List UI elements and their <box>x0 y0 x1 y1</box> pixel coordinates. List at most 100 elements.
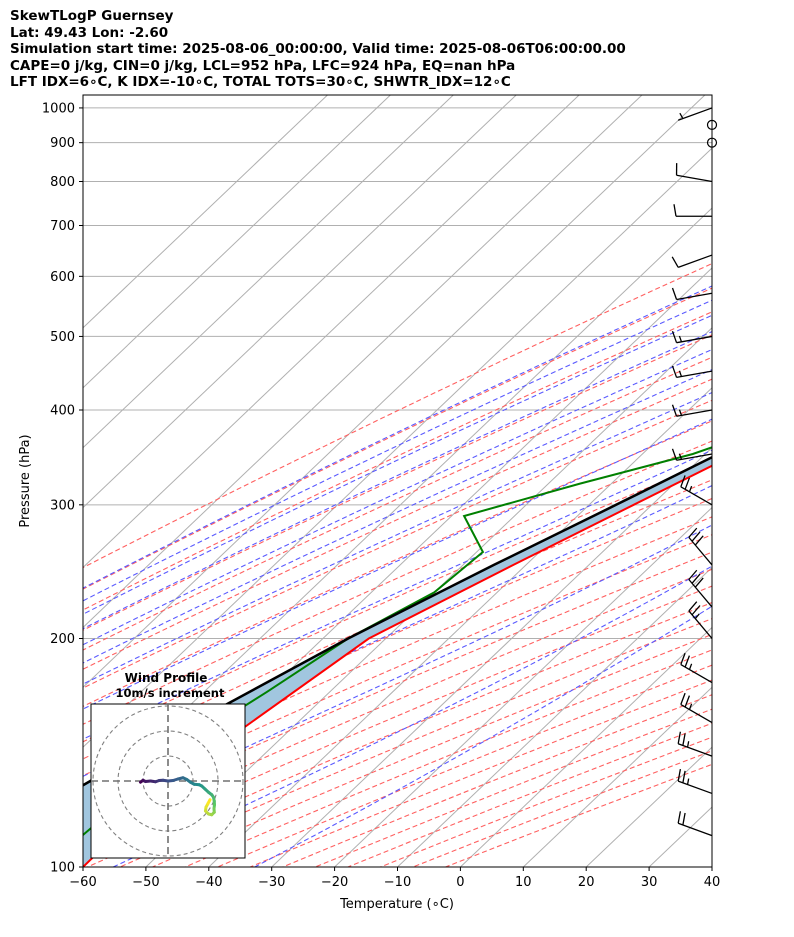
mixing-ratio-line <box>756 95 794 336</box>
wind-barbs <box>671 107 718 837</box>
wind-barb-half-flag <box>688 703 693 710</box>
parcel-line <box>83 455 712 787</box>
wind-barb-flag <box>694 535 704 546</box>
wind-barb-flag <box>671 404 678 417</box>
wind-barb-flag <box>680 475 686 488</box>
wind-barb-flag <box>680 692 686 705</box>
location-label: Lat: 49.43 Lon: -2.60 <box>10 24 169 41</box>
y-tick-label: 300 <box>50 498 75 513</box>
isotherm <box>83 147 712 748</box>
dry-adiabat <box>83 440 712 725</box>
wind-barb-half-flag <box>688 663 693 670</box>
temperature-line <box>83 464 712 867</box>
wind-barb-flag <box>684 477 691 490</box>
wind-barb-half-flag <box>694 613 700 620</box>
y-tick-label: 600 <box>50 270 75 285</box>
isotherm <box>83 95 706 688</box>
x-tick-label: 30 <box>641 875 658 890</box>
x-tick-label: −20 <box>321 875 348 890</box>
moist-adiabat <box>83 485 712 777</box>
wind-barb-shaft <box>676 292 713 301</box>
calm-wind-circle <box>706 137 718 148</box>
wind-barb-half-flag <box>678 335 683 343</box>
y-tick-label: 1000 <box>42 101 75 116</box>
isotherm <box>270 446 712 867</box>
dry-adiabat <box>83 287 712 590</box>
dry-adiabat <box>184 649 712 867</box>
isotherm <box>83 95 391 389</box>
wind-barb-shaft <box>677 107 713 121</box>
indices-line-1: CAPE=0 j/kg, CIN=0 j/kg, LCL=952 hPa, LF… <box>10 57 516 74</box>
mixing-ratio-line <box>716 95 794 336</box>
wind-barb-flag <box>682 770 686 783</box>
wind-barb-flag <box>671 365 678 378</box>
wind-barb-flag <box>691 573 701 584</box>
wind-barb-shaft <box>677 254 713 268</box>
dry-adiabat <box>83 262 712 569</box>
moist-adiabat <box>83 331 712 630</box>
dry-adiabat <box>83 516 712 793</box>
dry-adiabat <box>83 534 712 809</box>
y-tick-label: 700 <box>50 219 75 234</box>
dry-adiabat <box>83 378 712 670</box>
wind-barb-half-flag <box>679 112 684 119</box>
wind-barb-shaft <box>680 703 713 724</box>
moist-adiabat <box>83 449 712 740</box>
moist-adiabat <box>83 314 712 615</box>
time-label: Simulation start time: 2025-08-06_00:00:… <box>10 41 626 57</box>
x-tick-label: 20 <box>578 875 595 890</box>
x-tick-label: 40 <box>704 875 721 890</box>
x-tick-label: −60 <box>69 875 96 890</box>
wind-barb-shaft <box>677 780 713 795</box>
moist-adiabat <box>83 369 712 664</box>
wind-barb-flag <box>688 527 698 538</box>
moist-adiabat <box>83 285 712 589</box>
dry-adiabat <box>83 551 712 825</box>
x-tick-label: 10 <box>515 875 532 890</box>
chart-title: SkewTLogP Guernsey <box>10 8 174 24</box>
wind-barb-shaft <box>677 743 713 757</box>
wind-barb-shaft <box>688 536 713 566</box>
x-tick-label: −30 <box>258 875 285 890</box>
y-axis-label: Pressure (hPa) <box>18 434 33 527</box>
moist-adiabat <box>83 348 712 646</box>
isotherm <box>522 686 712 867</box>
y-tick-label: 100 <box>50 861 75 876</box>
isotherm <box>83 95 580 569</box>
wind-barb-flag <box>682 812 686 826</box>
moist-adiabat <box>83 418 712 710</box>
axis-ticks: −60 −50 −40 −30 −20 −10 0 10 20 30 40 100 200 300 400 5… <box>42 101 720 890</box>
isotherm <box>83 95 517 509</box>
x-tick-label: −40 <box>195 875 222 890</box>
x-tick-label: −10 <box>384 875 411 890</box>
wind-barb-flag <box>671 256 679 268</box>
wind-barb-half-flag <box>686 778 690 785</box>
wind-barb-flag <box>684 655 691 668</box>
wind-barb-flag <box>694 577 704 588</box>
dry-adiabat <box>347 722 712 867</box>
wind-barb-shaft <box>676 370 713 379</box>
wind-barb-shaft <box>680 663 713 684</box>
isotherm <box>83 95 643 629</box>
hodograph-title: Wind Profile <box>125 671 208 685</box>
x-tick-label: 0 <box>456 875 464 890</box>
isotherm <box>396 566 712 867</box>
wind-barb-shaft <box>688 610 713 639</box>
moist-adiabat <box>83 391 712 685</box>
y-tick-label: 800 <box>50 175 75 190</box>
dry-adiabat <box>445 763 712 867</box>
y-tick-label: 400 <box>50 403 75 418</box>
y-tick-label: 900 <box>50 136 75 151</box>
isotherm <box>208 387 712 867</box>
wind-barb-shaft <box>676 174 713 183</box>
indices-line-2: LFT IDX=6∘C, K IDX=-10∘C, TOTAL TOTS=30∘… <box>10 74 511 90</box>
isotherm <box>145 327 712 867</box>
wind-barb-flag <box>671 448 678 461</box>
wind-barb-half-flag <box>678 453 683 460</box>
wind-barb-flag <box>691 605 701 616</box>
x-axis-label: Temperature (∘C) <box>339 897 454 912</box>
wind-barb-shaft <box>676 409 713 417</box>
y-tick-label: 500 <box>50 330 75 345</box>
wind-barb-flag <box>684 695 691 708</box>
